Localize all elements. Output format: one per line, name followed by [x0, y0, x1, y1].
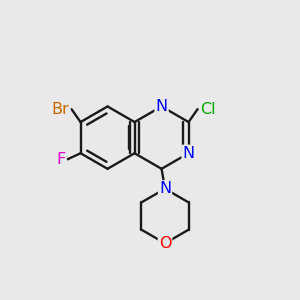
Text: N: N [155, 99, 168, 114]
Text: O: O [159, 236, 171, 251]
Text: N: N [182, 146, 195, 161]
Text: F: F [56, 152, 66, 167]
Text: Br: Br [52, 102, 69, 117]
Text: Cl: Cl [200, 102, 216, 117]
Text: N: N [159, 181, 171, 196]
